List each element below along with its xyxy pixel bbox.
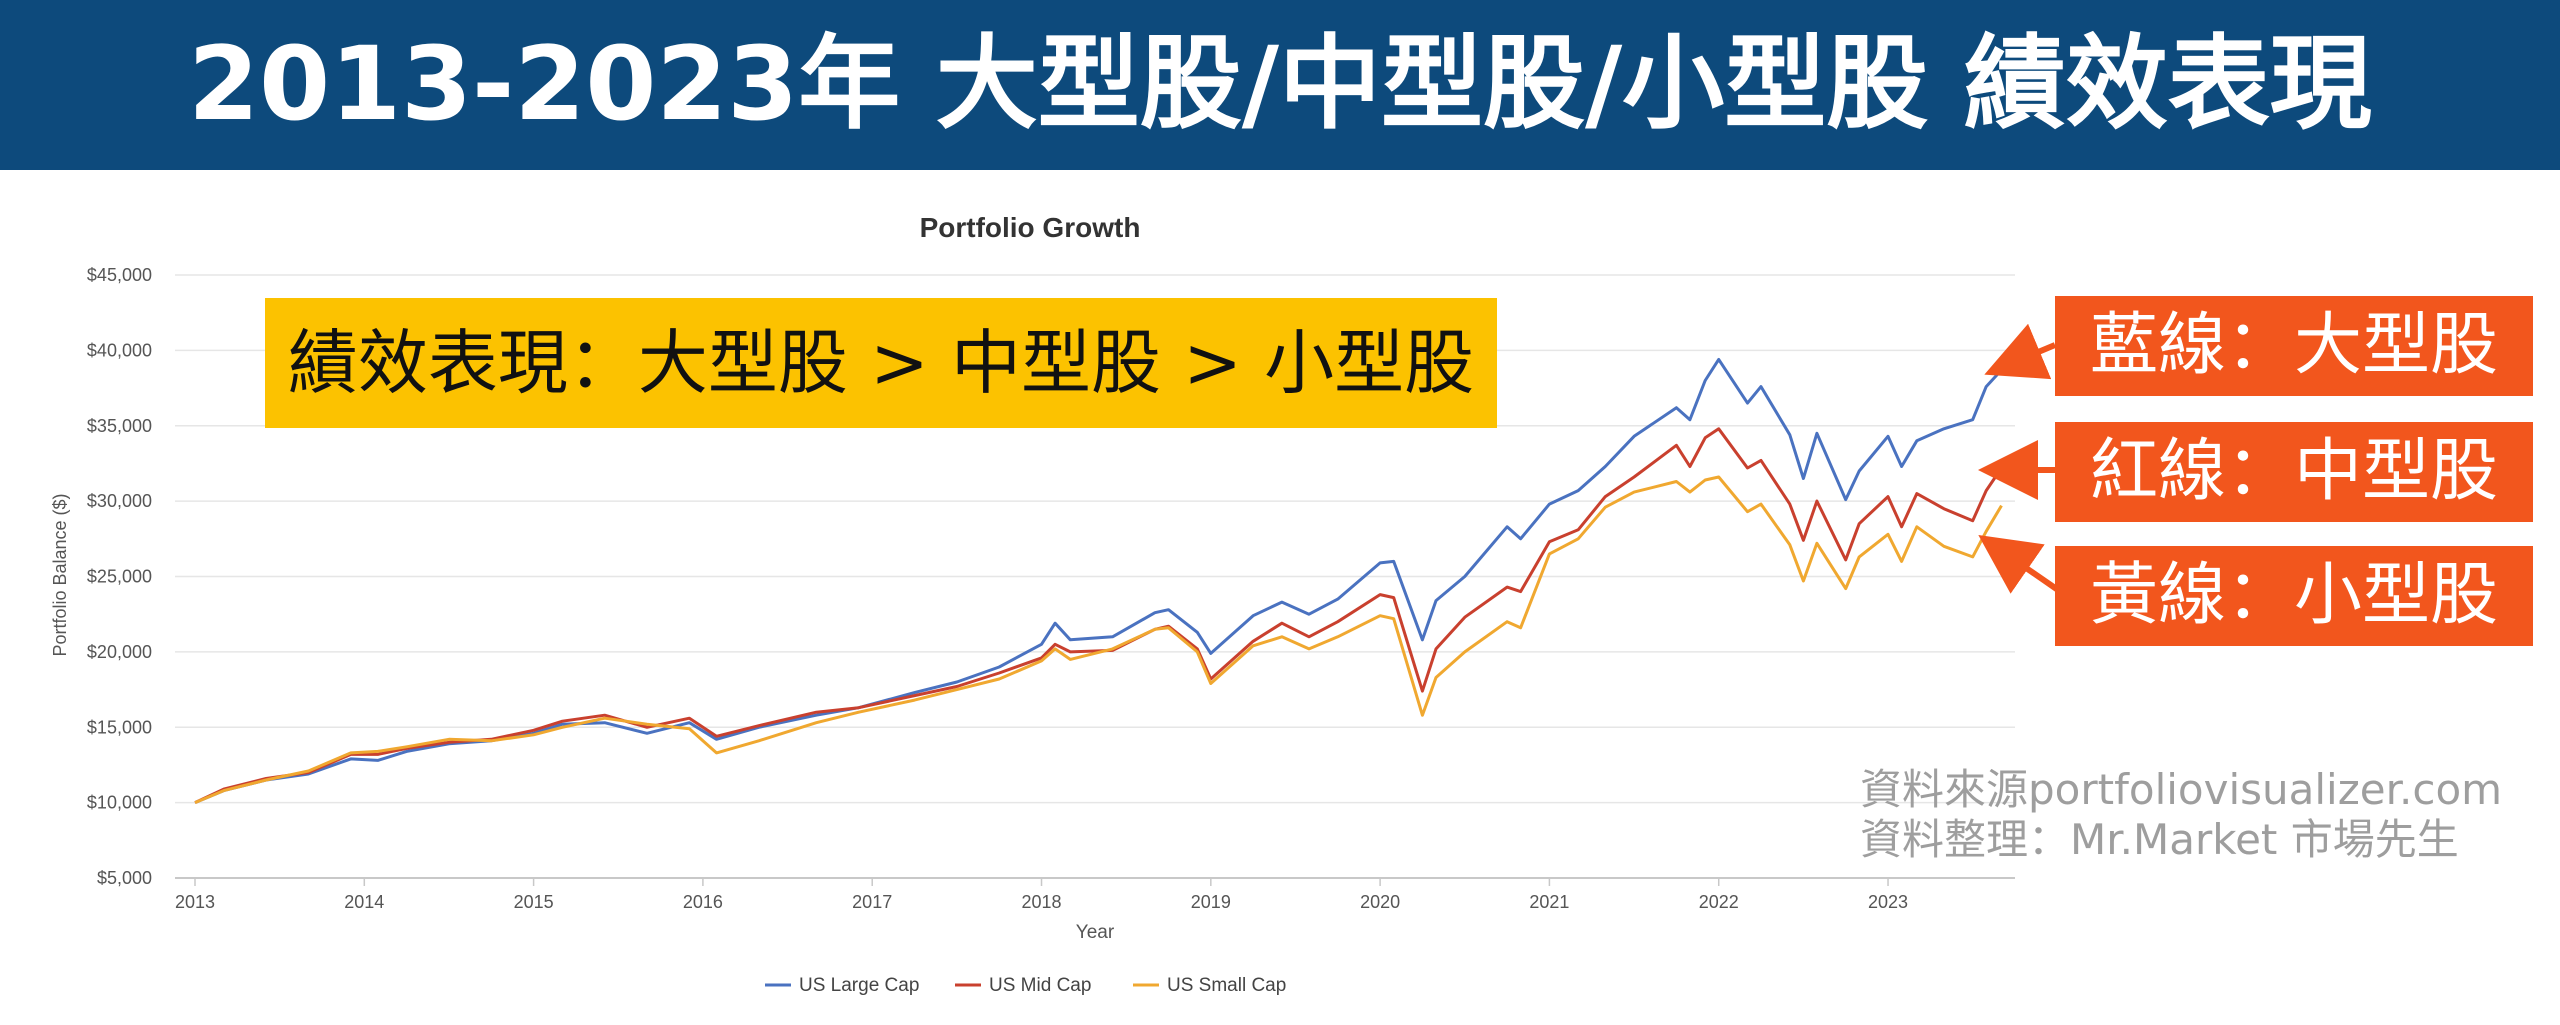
x-tick-label: 2015	[514, 892, 554, 912]
title-banner: 2013-2023年 大型股/中型股/小型股 績效表現	[0, 0, 2560, 170]
x-tick-label: 2013	[175, 892, 215, 912]
y-axis-label: Portfolio Balance ($)	[50, 493, 70, 656]
portfolio-growth-chart: Portfolio Growth $5,000 $10,000 $15,000 $20…	[50, 212, 2015, 996]
y-tick-label: $15,000	[87, 717, 152, 737]
y-tick-label: $10,000	[87, 793, 152, 813]
series-line-us-mid-cap	[194, 427, 2003, 804]
chart-legend: US Large Cap US Mid Cap US Small Cap	[765, 975, 1286, 996]
x-axis-label: Year	[1076, 922, 1115, 943]
y-tick-label: $30,000	[87, 491, 152, 511]
y-tick-label: $5,000	[97, 868, 152, 888]
y-tick-label: $35,000	[87, 416, 152, 436]
summary-banner: 績效表現：大型股 > 中型股 > 小型股	[265, 298, 1497, 428]
x-tick-label: 2023	[1868, 892, 1908, 912]
x-tick-label: 2017	[852, 892, 892, 912]
legend-label: US Large Cap	[799, 975, 919, 996]
series-lines	[194, 357, 2003, 804]
x-tick-label: 2022	[1699, 892, 1739, 912]
y-tick-label: $20,000	[87, 642, 152, 662]
x-tick-label: 2018	[1021, 892, 1061, 912]
source-credit: 資料來源portfoliovisualizer.com	[1860, 765, 2503, 814]
x-tick-label: 2019	[1191, 892, 1231, 912]
x-tick-label: 2021	[1529, 892, 1569, 912]
banner-title: 2013-2023年 大型股/中型股/小型股 績效表現	[188, 25, 2372, 144]
legend-label: US Mid Cap	[989, 975, 1091, 996]
x-axis-tick-labels: 2013 2014 2015 2016 2017 2018 2019 2020 2021 2022…	[175, 878, 1908, 912]
series-line-us-small-cap	[194, 475, 2003, 804]
series-line-us-large-cap	[194, 357, 2003, 804]
callout-blue-line: 藍線：大型股	[2055, 296, 2533, 396]
compiled-by-credit: 資料整理：Mr.Market 市場先生	[1860, 815, 2459, 864]
y-tick-label: $45,000	[87, 265, 152, 285]
callout-yellow-line: 黃線：小型股	[2055, 546, 2533, 646]
y-tick-label: $25,000	[87, 567, 152, 587]
y-tick-label: $40,000	[87, 340, 152, 360]
x-tick-label: 2020	[1360, 892, 1400, 912]
x-tick-label: 2014	[344, 892, 384, 912]
legend-label: US Small Cap	[1167, 975, 1286, 996]
callout-red-line: 紅線：中型股	[2055, 422, 2533, 522]
chart-title: Portfolio Growth	[920, 212, 1141, 243]
y-axis-tick-labels: $5,000 $10,000 $15,000 $20,000 $25,000 $30,00…	[87, 265, 152, 888]
x-tick-label: 2016	[683, 892, 723, 912]
